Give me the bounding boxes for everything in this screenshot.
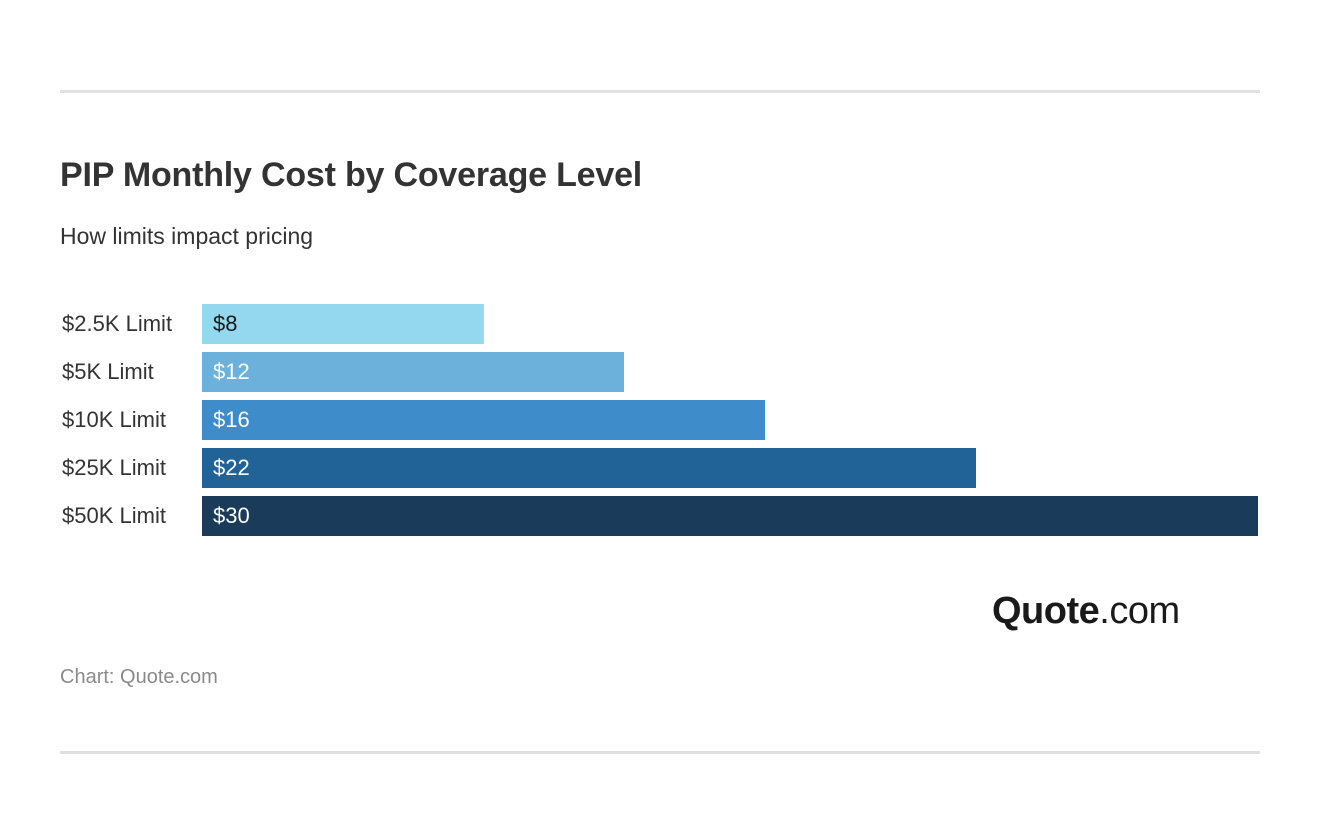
category-label: $25K Limit bbox=[62, 455, 166, 480]
chart-title: PIP Monthly Cost by Coverage Level bbox=[60, 156, 643, 194]
quote-logo: Quote.com bbox=[992, 590, 1180, 633]
logo-brand: Quote bbox=[992, 590, 1100, 632]
bar-value-label: $12 bbox=[213, 359, 250, 384]
bar-value-label: $22 bbox=[213, 455, 250, 480]
bottom-divider bbox=[60, 751, 1260, 754]
bar: $30 bbox=[202, 496, 1258, 536]
logo-tld: .com bbox=[1099, 590, 1180, 632]
bar: $12 bbox=[202, 352, 625, 392]
category-label: $5K Limit bbox=[62, 359, 154, 384]
bar: $22 bbox=[202, 448, 977, 488]
bar-value-label: $16 bbox=[213, 407, 250, 432]
bar: $8 bbox=[202, 304, 484, 344]
chart-subtitle: How limits impact pricing bbox=[60, 223, 314, 249]
chart-source: Chart: Quote.com bbox=[60, 666, 218, 688]
top-divider bbox=[60, 90, 1260, 93]
category-label: $10K Limit bbox=[62, 407, 166, 432]
bar-value-label: $8 bbox=[213, 311, 238, 336]
category-label: $2.5K Limit bbox=[62, 311, 173, 336]
category-label: $50K Limit bbox=[62, 503, 166, 528]
bar: $16 bbox=[202, 400, 766, 440]
bar-value-label: $30 bbox=[213, 503, 250, 528]
